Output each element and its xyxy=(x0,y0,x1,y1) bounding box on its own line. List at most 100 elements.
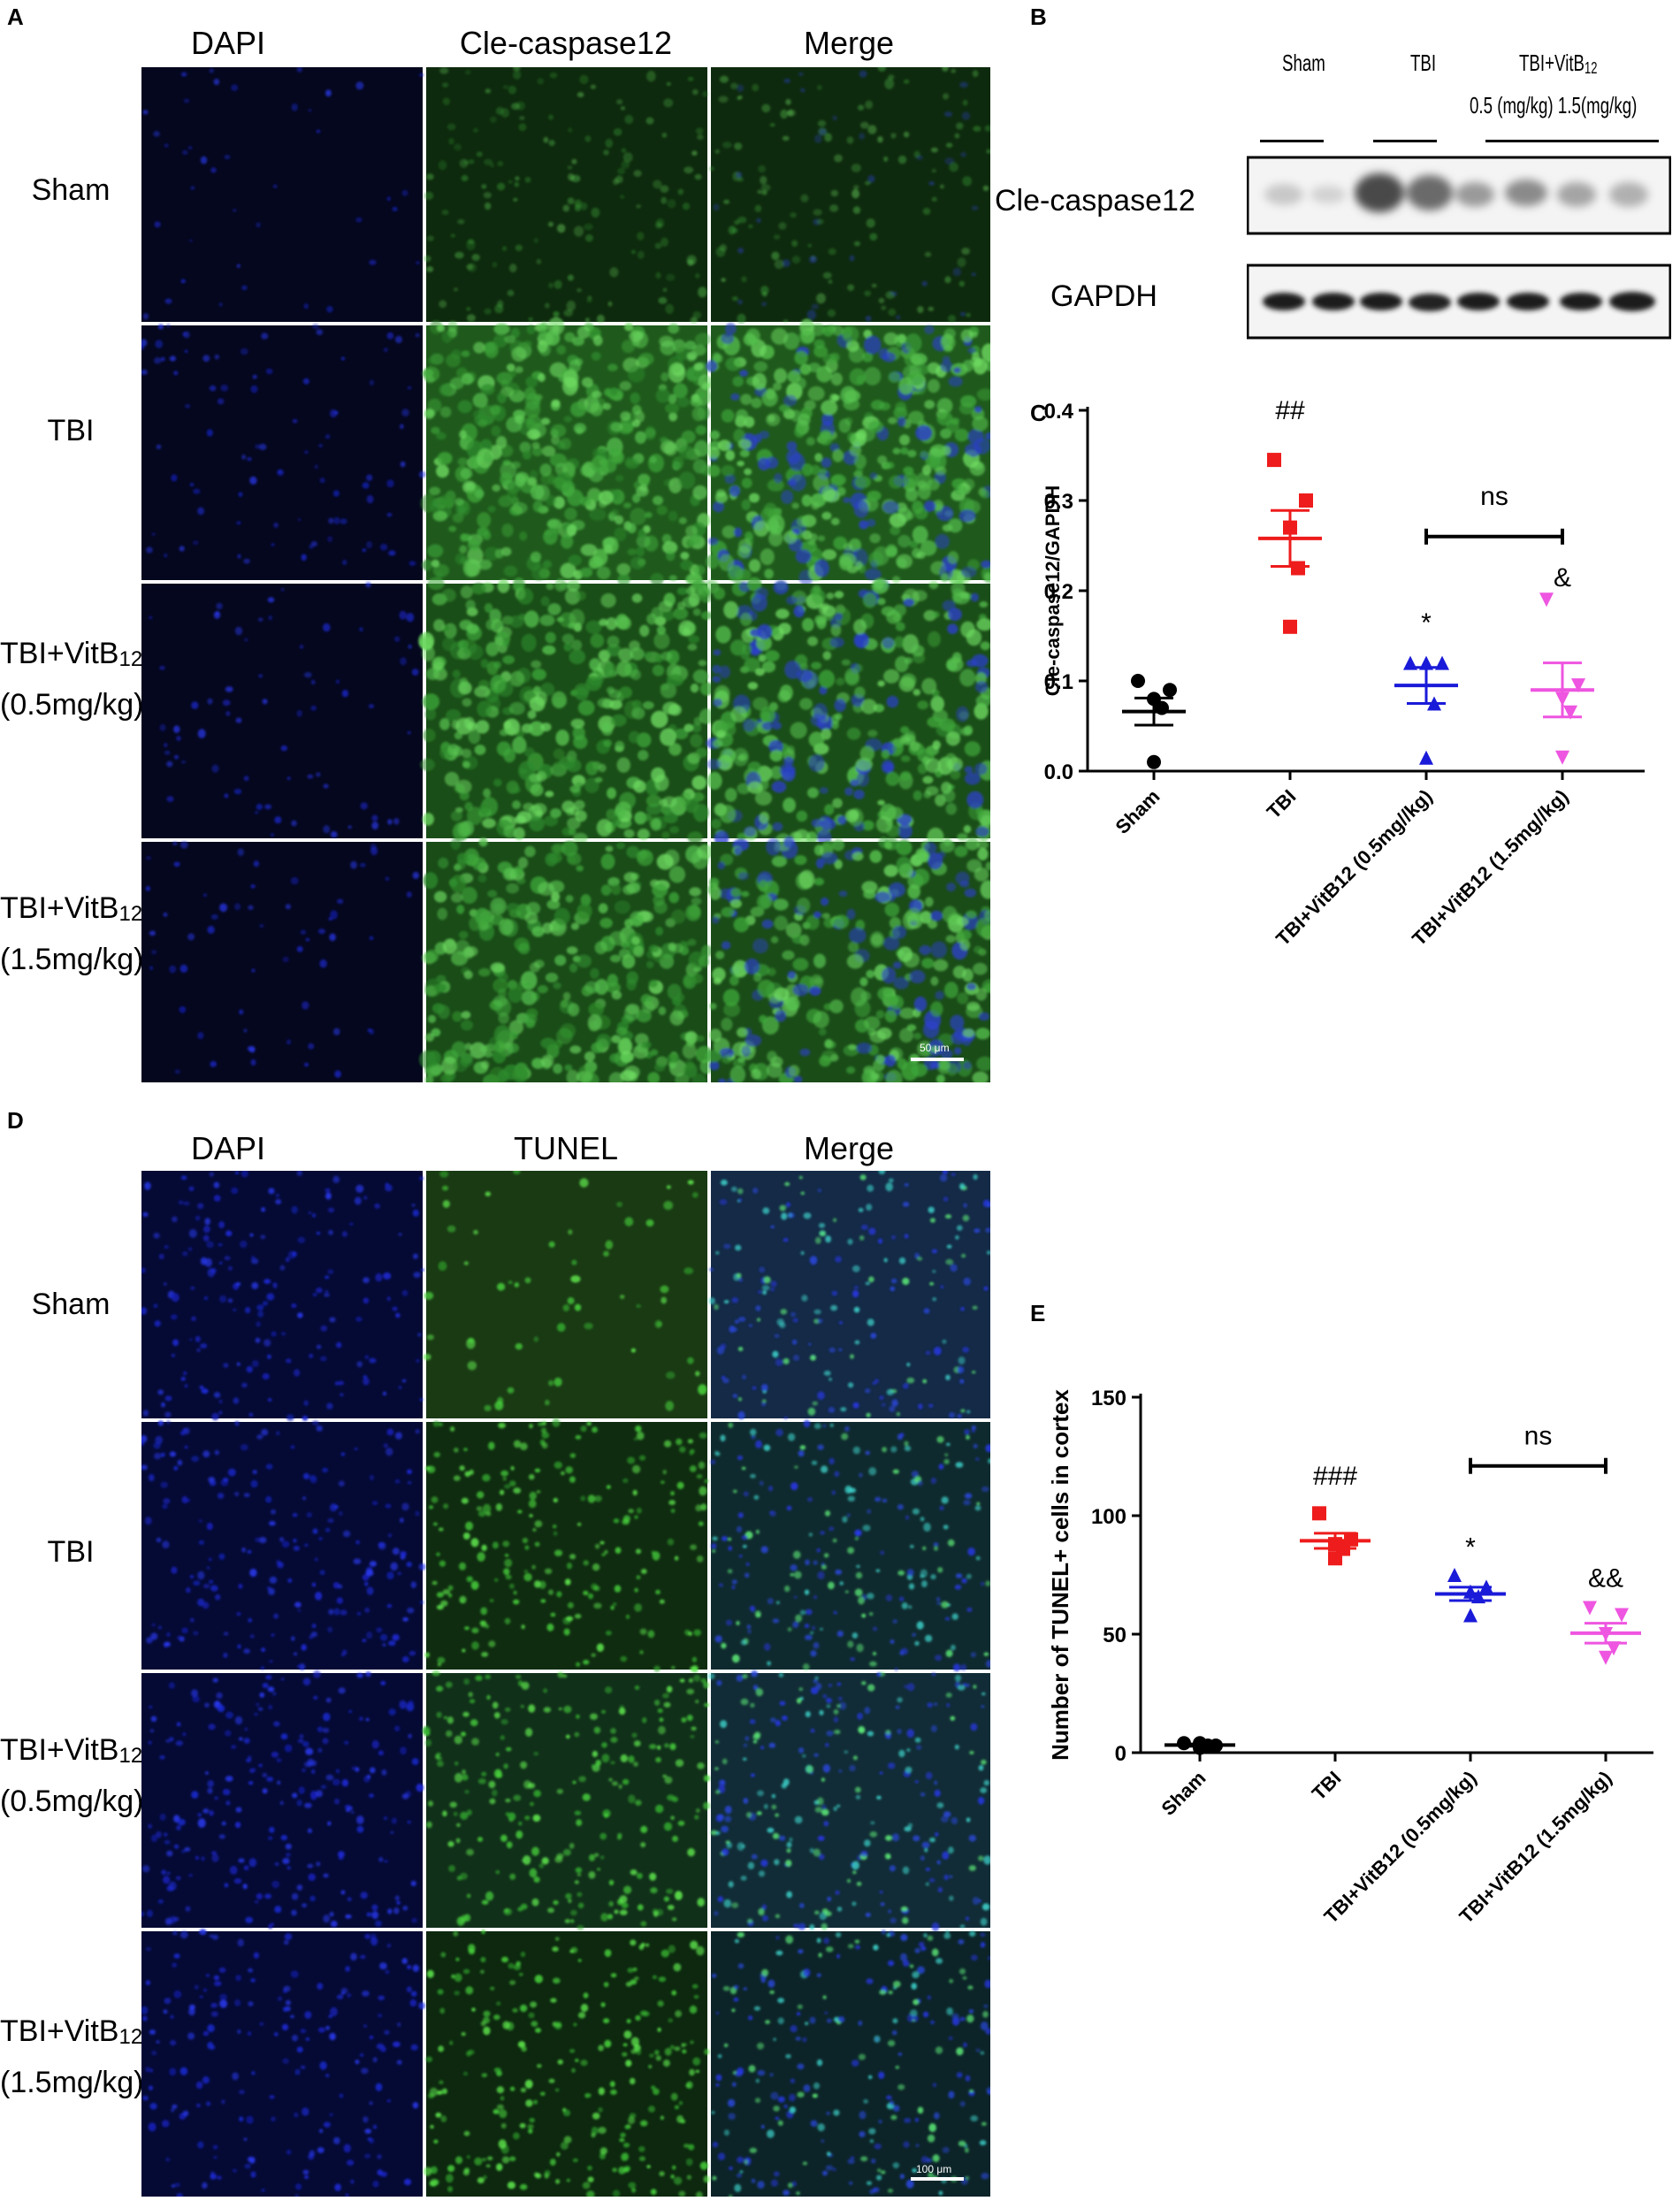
data-point xyxy=(1193,1741,1207,1755)
data-point xyxy=(1312,1506,1326,1520)
series-circle xyxy=(1122,674,1186,769)
data-point xyxy=(1447,1568,1462,1582)
column-header-dapi: DAPI xyxy=(141,25,315,62)
gd-image-r4-c2 xyxy=(424,1930,710,2197)
gd-image-r2-c3 xyxy=(710,1420,990,1672)
data-point xyxy=(1155,701,1169,715)
blot-group-tbi: TBI xyxy=(1410,50,1436,77)
column-header-merge: Merge xyxy=(707,25,990,62)
data-point xyxy=(1539,592,1554,607)
series-triangle-up xyxy=(1435,1568,1506,1623)
ga-image-r3-c3 xyxy=(703,577,990,847)
gd-image-r1-c3 xyxy=(709,1171,991,1419)
blot-group-sham: Sham xyxy=(1282,50,1325,77)
significance-annotation: ns xyxy=(1480,482,1508,511)
significance-annotation: && xyxy=(1588,1563,1623,1593)
blot-underline-tbi xyxy=(1373,140,1437,142)
ga-image-r1-c2 xyxy=(423,67,708,325)
significance-annotation: ns xyxy=(1524,1422,1553,1451)
scale-bar-a xyxy=(911,1058,964,1061)
blot-underline-sham xyxy=(1260,140,1324,142)
x-tick-label: TBI+VitB12 (0.5mg//kg) xyxy=(1271,785,1436,950)
y-tick-label: 0 xyxy=(1115,1742,1126,1766)
x-tick-label: TBI xyxy=(1263,785,1301,823)
data-point xyxy=(1583,1601,1597,1616)
row-label-sham: Sham xyxy=(0,166,141,214)
data-point xyxy=(1299,493,1313,508)
y-tick-label: 50 xyxy=(1103,1624,1126,1647)
x-tick-label: TBI+VitB12 (1.5mg//kg) xyxy=(1408,785,1572,950)
data-point xyxy=(1435,656,1449,670)
ga-image-r1-c3 xyxy=(708,67,990,324)
row-label-tbi-d: TBI xyxy=(0,1528,141,1576)
series-square xyxy=(1300,1506,1371,1565)
significance-annotation: * xyxy=(1421,608,1432,638)
blot-group-tbi-vitb12: TBI+VitB12 xyxy=(1519,50,1597,77)
panel-label-a: A xyxy=(7,4,24,31)
data-point xyxy=(1463,1609,1478,1623)
blot-underline-vitb12 xyxy=(1485,140,1659,142)
x-tick-label: Sham xyxy=(1157,1767,1210,1820)
ga-image-r2-c1 xyxy=(141,324,426,580)
x-tick-label: TBI+VitB12 (0.5mg/kg) xyxy=(1319,1767,1480,1928)
scale-bar-d xyxy=(911,2177,964,2181)
row-label-tbi-vitb12-1.5: TBI+VitB12(1.5mg/kg) xyxy=(0,884,141,983)
data-point xyxy=(1419,751,1433,765)
x-tick-label: TBI+VitB12 (1.5mg/kg) xyxy=(1455,1767,1615,1928)
column-header-dapi-d: DAPI xyxy=(141,1130,315,1167)
gd-micrographs xyxy=(141,1171,990,2197)
y-tick-label: 150 xyxy=(1091,1387,1126,1410)
gd-image-r2-c1 xyxy=(141,1420,426,1670)
micrograph-grid-d xyxy=(141,1171,990,2197)
y-tick-label: 100 xyxy=(1091,1505,1126,1529)
column-header-cle-caspase12: Cle-caspase12 xyxy=(423,25,709,62)
significance-annotation: & xyxy=(1554,563,1571,592)
x-tick-label: Sham xyxy=(1111,785,1164,838)
data-point xyxy=(1615,1609,1629,1623)
data-point xyxy=(1131,674,1145,688)
gd-image-r3-c3 xyxy=(707,1670,990,1931)
data-point xyxy=(1283,521,1297,535)
row-label-tbi-vitb12-0.5: TBI+VitB12(0.5mg/kg) xyxy=(0,630,141,729)
western-blot xyxy=(1247,156,1671,341)
ga-image-r3-c2 xyxy=(418,577,714,844)
ga-image-r2-c3 xyxy=(706,318,990,586)
gd-image-r3-c2 xyxy=(423,1670,711,1930)
significance-annotation: * xyxy=(1465,1533,1476,1563)
panel-label-d: D xyxy=(7,1107,24,1135)
row-label-tbi-vitb12-1.5-d: TBI+VitB12(1.5mg/kg) xyxy=(0,2007,141,2106)
data-point xyxy=(1283,620,1297,634)
gd-image-r4-c3 xyxy=(711,1930,990,2197)
y-tick-label: 0.4 xyxy=(1044,400,1074,424)
significance-annotation: ## xyxy=(1275,396,1305,425)
blot-label-cle-caspase12: Cle-caspase12 xyxy=(995,184,1195,218)
series-triangle-down xyxy=(1570,1601,1641,1665)
series-triangle-down xyxy=(1531,592,1594,765)
ga-image-r4-c1 xyxy=(141,841,423,1082)
panel-label-b: B xyxy=(1030,4,1047,31)
gd-image-r1-c1 xyxy=(141,1171,424,1421)
ga-image-r3-c1 xyxy=(141,582,423,838)
data-point xyxy=(1599,1651,1613,1665)
gd-image-r4-c1 xyxy=(141,1929,425,2197)
ga-micrographs xyxy=(141,67,990,1082)
row-label-sham-d: Sham xyxy=(0,1280,141,1328)
significance-annotation: ### xyxy=(1313,1462,1357,1491)
data-point xyxy=(1328,1551,1342,1565)
scale-bar-label-a: 50 μm xyxy=(920,1042,950,1054)
data-point xyxy=(1147,755,1161,769)
data-point xyxy=(1403,656,1417,670)
micrograph-grid-a xyxy=(141,67,990,1082)
row-label-tbi-vitb12-0.5-d: TBI+VitB12(0.5mg/kg) xyxy=(0,1726,141,1825)
data-point xyxy=(1163,683,1177,697)
data-point xyxy=(1177,1736,1191,1750)
ga-image-r4-c2 xyxy=(419,837,714,1082)
data-point xyxy=(1267,453,1281,467)
column-header-tunel: TUNEL xyxy=(423,1130,709,1167)
x-tick-label: TBI xyxy=(1308,1767,1346,1805)
scale-bar-label-d: 100 μm xyxy=(916,2163,951,2175)
data-point xyxy=(1419,656,1433,670)
blot-label-gapdh: GAPDH xyxy=(1050,279,1157,314)
